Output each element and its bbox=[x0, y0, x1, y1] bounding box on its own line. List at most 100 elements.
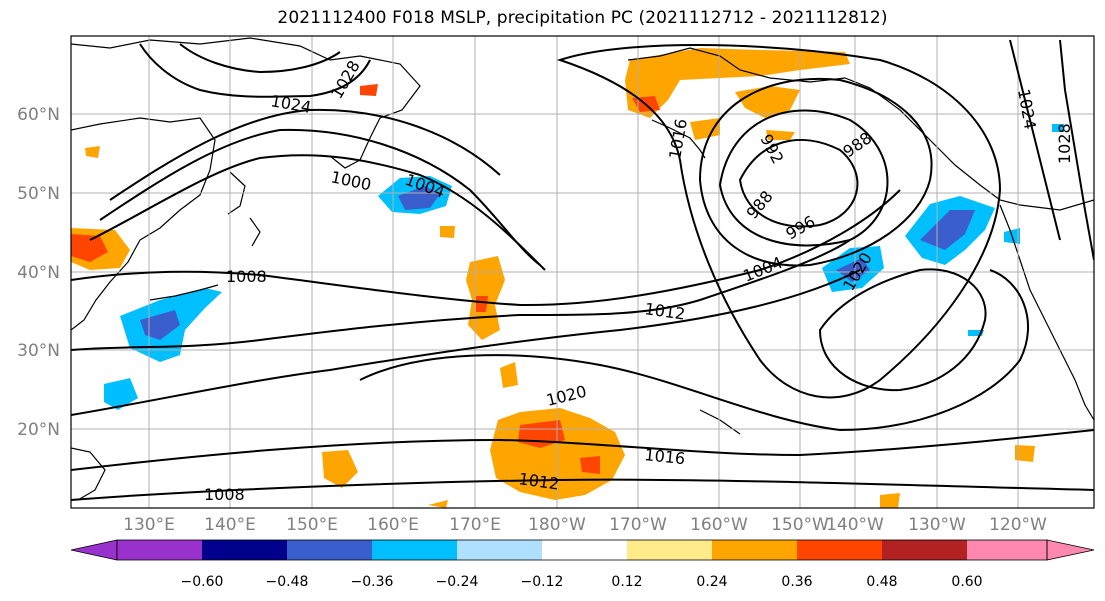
colorbar-tick-label: 0.12 bbox=[611, 574, 642, 590]
isobar bbox=[71, 429, 1094, 471]
lon-label: 160°E bbox=[367, 515, 419, 535]
isobar-label: 1028 bbox=[1055, 123, 1074, 164]
isobar-label: 1016 bbox=[644, 445, 686, 468]
lon-label: 170°W bbox=[609, 515, 667, 535]
isobar bbox=[71, 478, 1094, 501]
precip-area bbox=[880, 493, 900, 508]
colorbar-bin bbox=[117, 540, 202, 560]
precip-area bbox=[140, 310, 180, 340]
isobar bbox=[99, 128, 541, 266]
precip-area bbox=[766, 130, 795, 140]
lon-label: 130°W bbox=[908, 515, 966, 535]
coastline bbox=[71, 447, 106, 501]
coastline bbox=[227, 171, 246, 215]
isobar bbox=[109, 108, 501, 201]
colorbar-bin bbox=[287, 540, 372, 560]
colorbar-tick-label: 0.24 bbox=[696, 574, 727, 590]
colorbar-bin bbox=[797, 540, 882, 560]
lat-label-20: 20°N bbox=[17, 420, 60, 440]
precip-area bbox=[836, 258, 870, 282]
latitude-labels: 60°N 50°N 40°N 30°N 20°N bbox=[17, 105, 60, 440]
isobar bbox=[179, 43, 341, 74]
isobar bbox=[71, 239, 851, 351]
lon-label: 120°W bbox=[989, 515, 1047, 535]
precip-area bbox=[104, 378, 138, 410]
isobar bbox=[71, 189, 901, 307]
colorbar-bin bbox=[882, 540, 967, 560]
precip-area bbox=[322, 450, 358, 488]
isobar bbox=[1059, 39, 1094, 261]
precip-shading bbox=[71, 48, 1064, 508]
lat-label-40: 40°N bbox=[17, 263, 60, 283]
precip-area bbox=[920, 210, 975, 250]
precip-area bbox=[398, 186, 440, 210]
coastline bbox=[71, 37, 421, 169]
precip-area bbox=[428, 500, 448, 508]
precip-area bbox=[85, 146, 100, 158]
precip-area bbox=[690, 118, 720, 140]
coastline bbox=[999, 204, 1094, 421]
precip-area bbox=[440, 226, 455, 238]
colorbar-bin bbox=[202, 540, 287, 560]
isobar bbox=[556, 44, 1002, 399]
lon-label: 180°W bbox=[528, 515, 586, 535]
precip-area bbox=[625, 48, 850, 118]
lon-label: 140°E bbox=[204, 515, 256, 535]
lat-label-50: 50°N bbox=[17, 184, 60, 204]
precip-area bbox=[580, 456, 600, 474]
colorbar-tick-label: 0.36 bbox=[781, 574, 812, 590]
colorbar-bin bbox=[712, 540, 797, 560]
colorbar-extend-low bbox=[70, 539, 118, 561]
colorbar-bin bbox=[372, 540, 457, 560]
isobar-label: 1008 bbox=[204, 485, 245, 504]
lon-label: 160°W bbox=[690, 515, 748, 535]
precip-area bbox=[1052, 124, 1064, 132]
isobar bbox=[139, 43, 371, 98]
lon-label: 150°E bbox=[286, 515, 338, 535]
colorbar-frame bbox=[116, 539, 1048, 561]
precip-area bbox=[71, 234, 108, 262]
lon-label: 170°E bbox=[449, 515, 501, 535]
colorbar-tick-label: 0.48 bbox=[866, 574, 897, 590]
lat-label-30: 30°N bbox=[17, 341, 60, 361]
precip-area bbox=[500, 362, 518, 388]
colorbar-tick-label: 0.60 bbox=[951, 574, 982, 590]
lon-label: 130°E bbox=[123, 515, 175, 535]
colorbar-ticks: −0.60 −0.48 −0.36 −0.24 −0.12 0.12 0.24 … bbox=[181, 574, 983, 590]
colorbar-bin bbox=[967, 540, 1047, 560]
isobar bbox=[718, 109, 889, 247]
isobar bbox=[738, 139, 859, 228]
colorbar-bin bbox=[542, 540, 627, 560]
colorbar-tick-label: −0.36 bbox=[351, 574, 394, 590]
colorbar bbox=[70, 539, 1095, 561]
lat-label-60: 60°N bbox=[17, 105, 60, 125]
coastline bbox=[71, 117, 216, 331]
isobar bbox=[818, 268, 987, 392]
map-frame bbox=[70, 35, 1095, 509]
coastline bbox=[149, 284, 219, 301]
coastlines bbox=[71, 37, 1094, 501]
isobar-label: 1008 bbox=[226, 267, 267, 286]
colorbar-bin bbox=[627, 540, 712, 560]
longitude-labels: 130°E 140°E 150°E 160°E 170°E 180°W 170°… bbox=[123, 515, 1047, 535]
isobar bbox=[89, 154, 546, 271]
colorbar-tick-label: −0.48 bbox=[266, 574, 309, 590]
isobar bbox=[359, 269, 1029, 432]
colorbar-tick-label: −0.60 bbox=[181, 574, 224, 590]
coastline bbox=[249, 217, 261, 247]
isobars bbox=[71, 39, 1094, 501]
graticule bbox=[71, 36, 1094, 508]
colorbar-extend-high bbox=[1046, 539, 1095, 561]
colorbar-tick-label: −0.24 bbox=[436, 574, 479, 590]
isobar bbox=[698, 78, 933, 267]
lon-label: 150°W bbox=[771, 515, 829, 535]
isobar bbox=[1009, 39, 1061, 241]
coastline bbox=[627, 47, 1094, 211]
chart-title: 2021112400 F018 MSLP, precipitation PC (… bbox=[277, 8, 888, 28]
lon-label: 140°W bbox=[826, 515, 884, 535]
precip-area bbox=[476, 296, 488, 312]
colorbar-tick-label: −0.12 bbox=[521, 574, 564, 590]
colorbar-bin bbox=[457, 540, 542, 560]
precip-area bbox=[360, 84, 378, 96]
